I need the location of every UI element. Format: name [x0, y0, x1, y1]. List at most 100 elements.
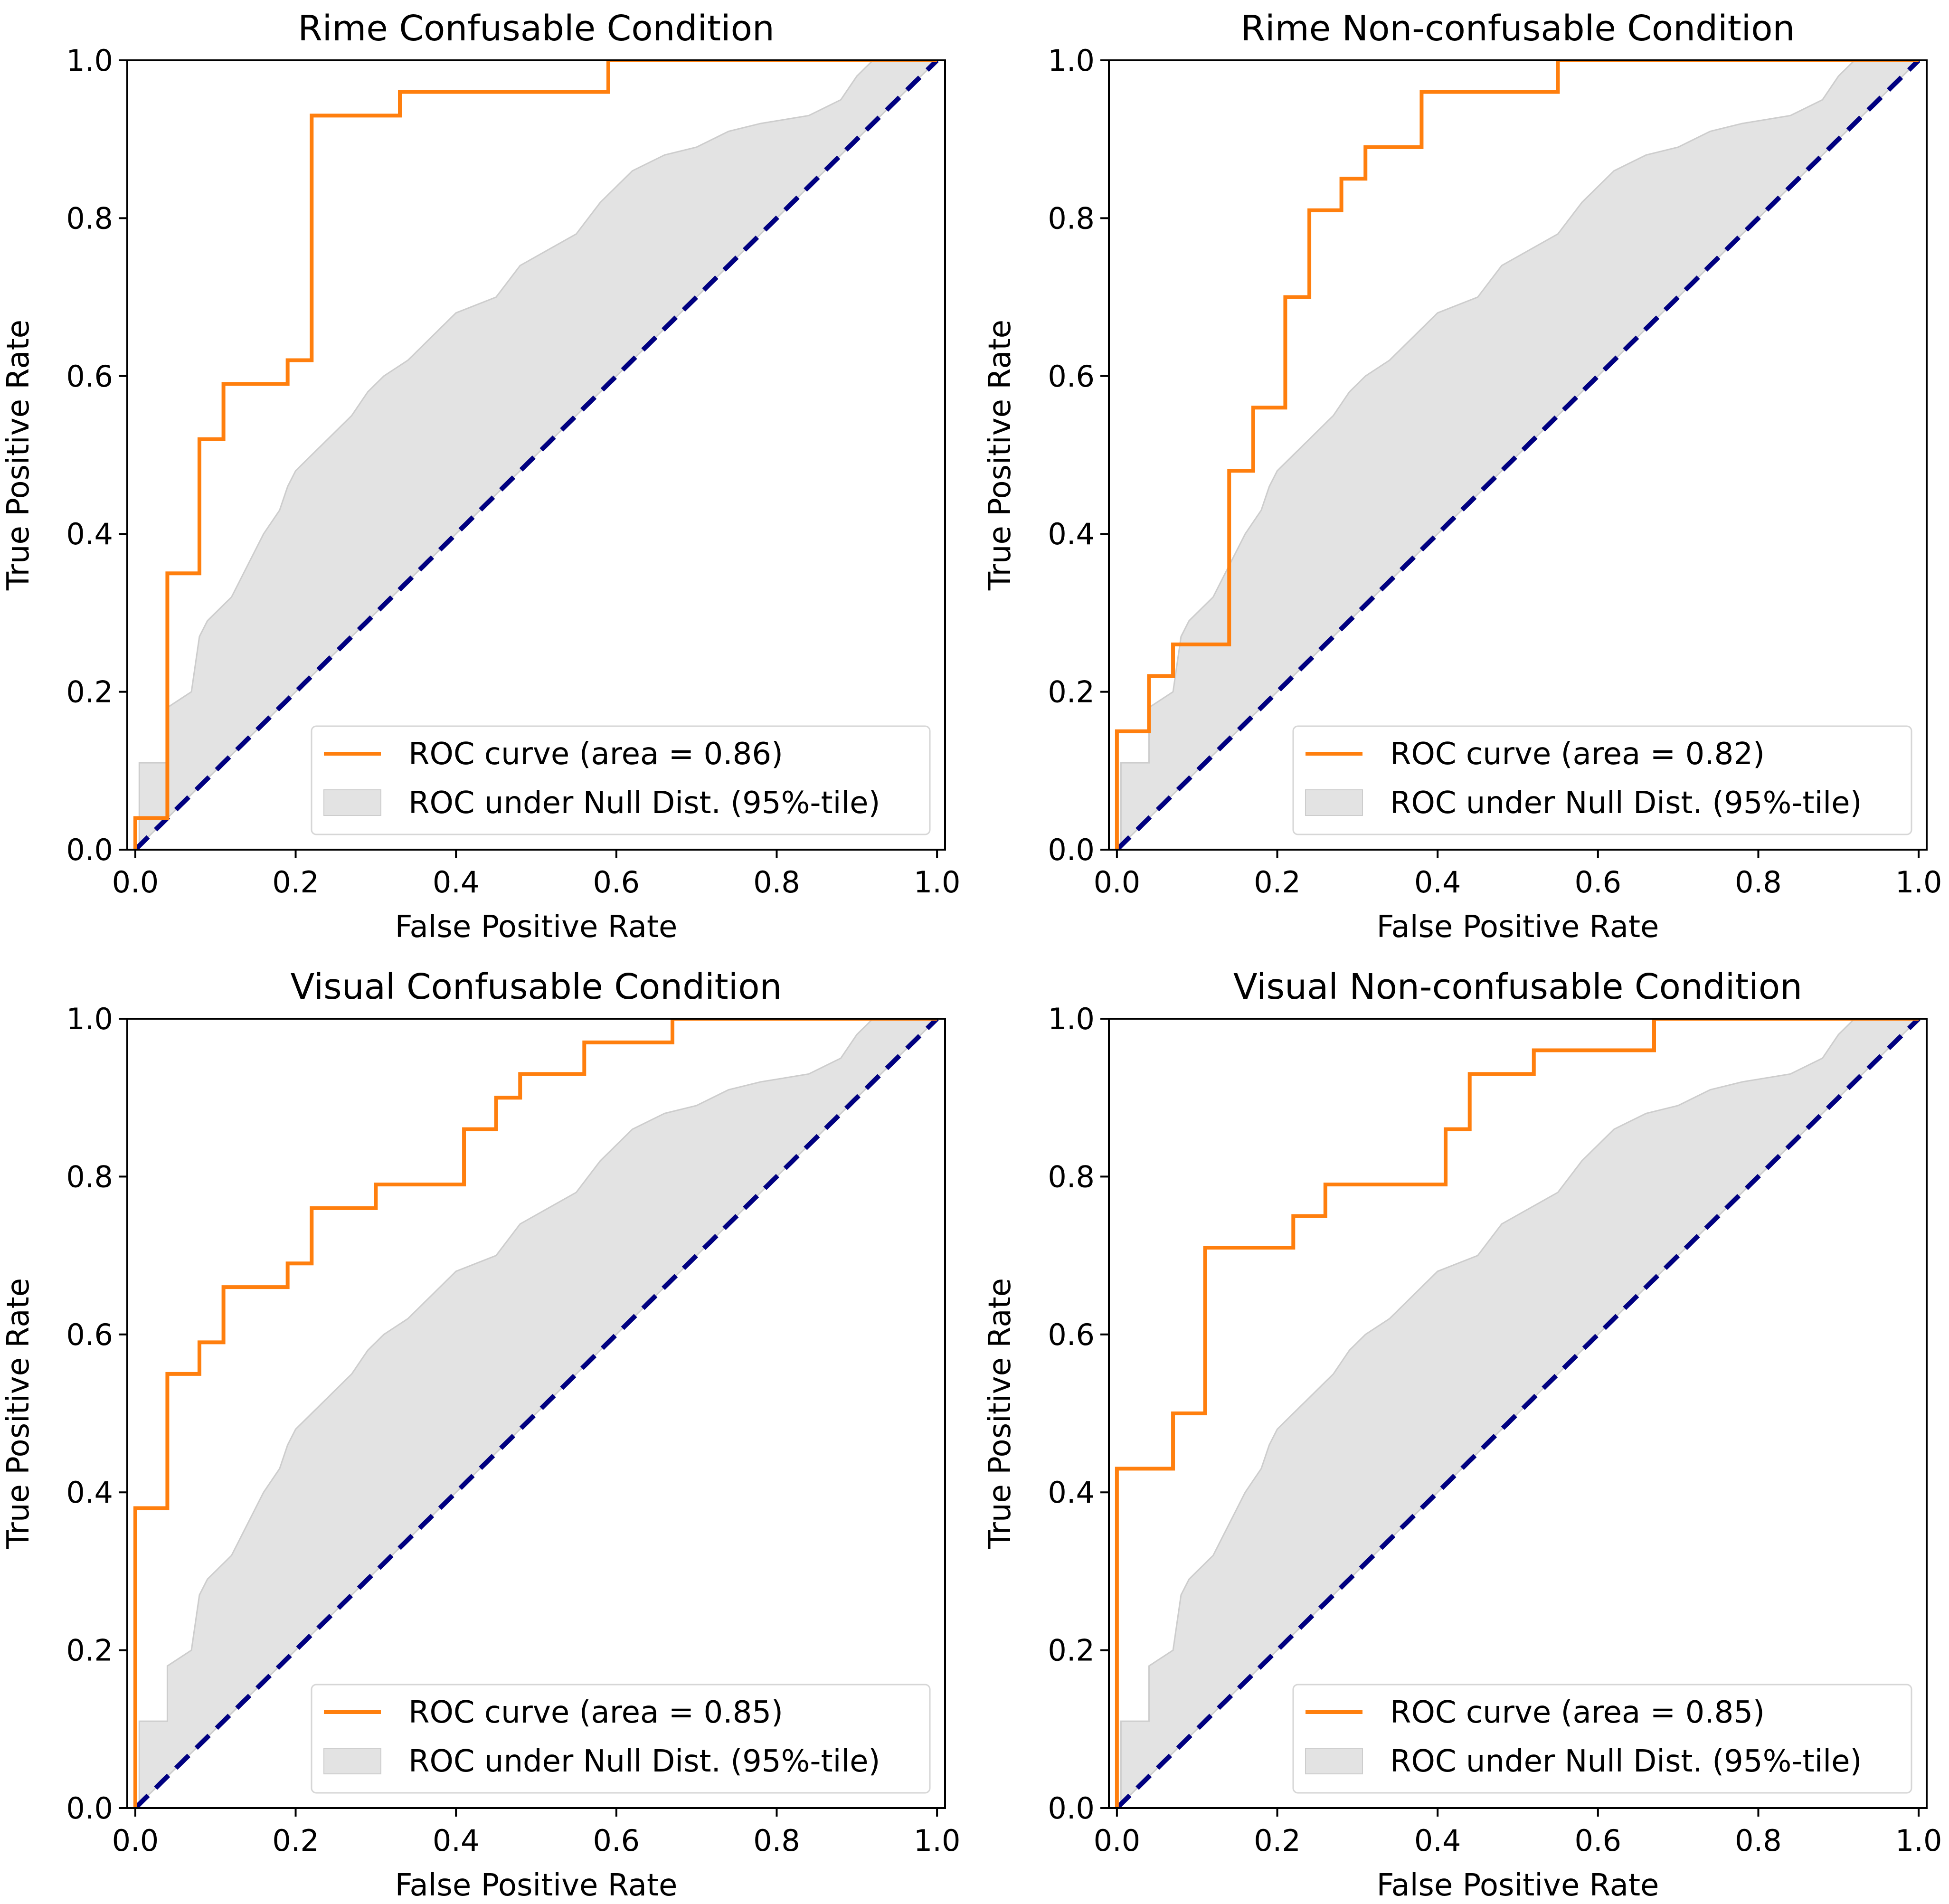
- x-tick-label: 1.0: [1895, 1823, 1942, 1858]
- x-tick-label: 0.4: [1414, 1823, 1461, 1858]
- x-tick-label: 0.0: [112, 1823, 159, 1858]
- null-distribution-band: [134, 60, 938, 850]
- legend-null-label: ROC under Null Dist. (95%-tile): [408, 786, 880, 821]
- x-tick-label: 0.2: [1254, 865, 1301, 900]
- legend-null-swatch: [323, 1748, 381, 1774]
- roc-panel-4: Visual Non-confusable Condition 0.0 0.2 0.4…: [983, 966, 1942, 1903]
- y-tick-label: 0.4: [1048, 517, 1095, 551]
- legend: ROC curve (area = 0.85) ROC under Null Di…: [1292, 1684, 1912, 1794]
- y-tick-label: 0.6: [66, 1317, 113, 1352]
- chance-diagonal: [133, 1019, 939, 1808]
- x-tick-label: 0.2: [272, 865, 319, 900]
- legend: ROC curve (area = 0.86) ROC under Null Di…: [311, 725, 931, 835]
- legend-box: [1292, 1684, 1912, 1794]
- null-distribution-band: [134, 1019, 938, 1808]
- y-axis-label: True Positive Rate: [1, 1278, 36, 1549]
- y-tick-label: 1.0: [1048, 1002, 1095, 1036]
- chart-title: Visual Confusable Condition: [291, 966, 782, 1007]
- legend-box: [1292, 725, 1912, 835]
- y-tick-label: 0.2: [66, 1633, 113, 1668]
- roc-curve: [1115, 1019, 1919, 1808]
- legend: ROC curve (area = 0.82) ROC under Null Di…: [1292, 725, 1912, 835]
- x-tick-label: 0.6: [1575, 865, 1622, 900]
- x-tick-label: 0.4: [433, 865, 480, 900]
- x-tick-label: 0.6: [1575, 1823, 1622, 1858]
- plot-area: [133, 60, 939, 850]
- chart-title: Rime Non-confusable Condition: [1241, 8, 1795, 49]
- legend: ROC curve (area = 0.85) ROC under Null Di…: [311, 1684, 931, 1794]
- x-tick-label: 0.4: [1414, 865, 1461, 900]
- roc-curve: [133, 1019, 937, 1808]
- x-axis-label: False Positive Rate: [395, 1868, 678, 1903]
- axes-frame: [1108, 1018, 1928, 1809]
- axes-frame: [126, 1018, 946, 1809]
- chart-title: Visual Non-confusable Condition: [1233, 966, 1802, 1007]
- legend-roc-label: ROC curve (area = 0.82): [1390, 737, 1765, 772]
- chance-diagonal: [1115, 1019, 1921, 1808]
- chance-diagonal: [1115, 60, 1921, 850]
- legend-null-label: ROC under Null Dist. (95%-tile): [408, 1744, 880, 1779]
- y-tick-label: 0.6: [1048, 359, 1095, 394]
- y-tick-label: 0.0: [66, 1791, 113, 1826]
- y-tick-label: 0.6: [66, 359, 113, 394]
- x-tick-label: 0.8: [1735, 1823, 1782, 1858]
- x-tick-label: 0.4: [433, 1823, 480, 1858]
- x-axis-label: False Positive Rate: [1377, 1868, 1659, 1903]
- x-tick-label: 0.8: [753, 1823, 800, 1858]
- legend-null-swatch: [1305, 1748, 1363, 1774]
- x-tick-label: 0.0: [1094, 1823, 1141, 1858]
- y-tick-label: 0.4: [66, 1475, 113, 1510]
- plot-area: [1115, 1019, 1921, 1808]
- x-tick-label: 1.0: [914, 865, 961, 900]
- null-distribution-band: [1116, 1019, 1920, 1808]
- legend-null-swatch: [323, 789, 381, 816]
- axes-frame: [1108, 59, 1928, 851]
- y-tick-label: 0.2: [1048, 1633, 1095, 1668]
- y-tick-label: 0.8: [66, 201, 113, 236]
- y-tick-label: 0.8: [1048, 201, 1095, 236]
- x-tick-label: 0.8: [753, 865, 800, 900]
- y-tick-label: 1.0: [1048, 43, 1095, 78]
- roc-curve: [1115, 60, 1919, 850]
- y-tick-label: 0.8: [66, 1159, 113, 1194]
- x-tick-label: 1.0: [914, 1823, 961, 1858]
- chance-diagonal: [133, 60, 939, 850]
- plot-area: [133, 1019, 939, 1808]
- y-tick-label: 0.8: [1048, 1159, 1095, 1194]
- x-tick-label: 0.8: [1735, 865, 1782, 900]
- y-tick-label: 1.0: [66, 1002, 113, 1036]
- legend-roc-label: ROC curve (area = 0.85): [408, 1695, 783, 1730]
- roc-curve: [133, 60, 937, 850]
- legend-box: [311, 725, 931, 835]
- roc-panel-2: Rime Non-confusable Condition 0.0 0.2 0.4 0.…: [983, 8, 1942, 945]
- legend-box: [311, 1684, 931, 1794]
- x-tick-label: 0.6: [593, 1823, 640, 1858]
- legend-null-swatch: [1305, 789, 1363, 816]
- y-tick-label: 0.4: [66, 517, 113, 551]
- plot-area: [1115, 60, 1921, 850]
- axes-frame: [126, 59, 946, 851]
- x-tick-label: 1.0: [1895, 865, 1942, 900]
- y-axis-label: True Positive Rate: [983, 1278, 1018, 1549]
- legend-null-label: ROC under Null Dist. (95%-tile): [1390, 786, 1862, 821]
- x-tick-label: 0.2: [272, 1823, 319, 1858]
- x-axis-label: False Positive Rate: [1377, 909, 1659, 945]
- y-tick-label: 0.2: [1048, 675, 1095, 710]
- y-axis-label: True Positive Rate: [1, 320, 36, 591]
- roc-panel-3: Visual Confusable Condition 0.0 0.2 0.4 0.6 0…: [1, 966, 960, 1903]
- y-tick-label: 0.4: [1048, 1475, 1095, 1510]
- y-tick-label: 0.2: [66, 675, 113, 710]
- x-tick-label: 0.0: [112, 865, 159, 900]
- y-tick-label: 0.0: [1048, 1791, 1095, 1826]
- null-distribution-band: [1116, 60, 1920, 850]
- x-tick-label: 0.0: [1094, 865, 1141, 900]
- y-tick-label: 1.0: [66, 43, 113, 78]
- roc-panel-1: Rime Confusable Condition 0.0 0.2 0.4 0.6 0.8…: [1, 8, 960, 945]
- x-tick-label: 0.6: [593, 865, 640, 900]
- chart-title: Rime Confusable Condition: [298, 8, 775, 49]
- y-tick-label: 0.6: [1048, 1317, 1095, 1352]
- x-axis-label: False Positive Rate: [395, 909, 678, 945]
- y-axis-label: True Positive Rate: [983, 320, 1018, 591]
- legend-roc-label: ROC curve (area = 0.86): [408, 737, 783, 772]
